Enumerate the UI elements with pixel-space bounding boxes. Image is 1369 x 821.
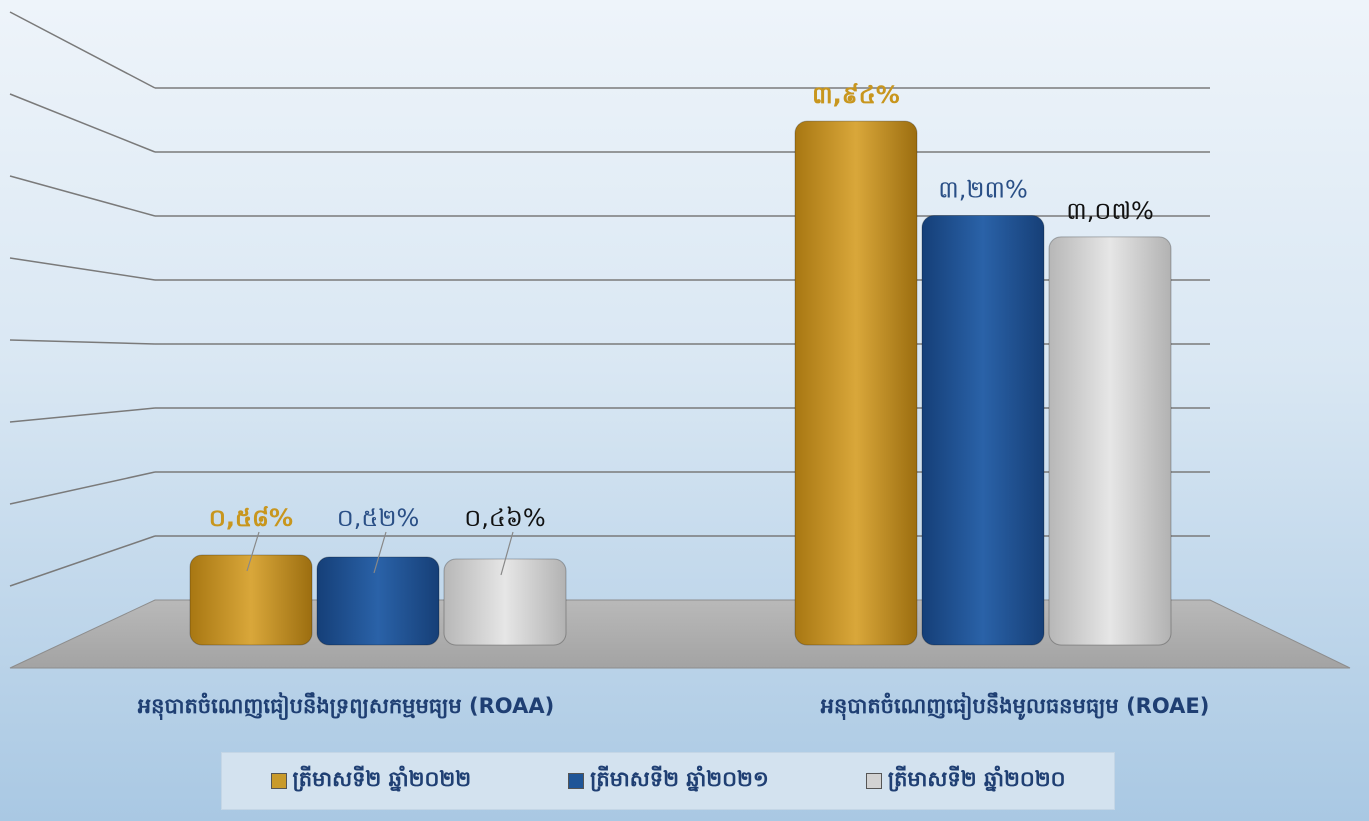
gridline-side	[9, 339, 156, 345]
bar-gray-0	[443, 558, 567, 646]
bars	[189, 120, 1172, 646]
data-label-gray-0: ០,៤៦%	[464, 504, 545, 532]
gridline-side	[9, 257, 156, 281]
leader-line	[500, 531, 514, 576]
legend-swatch-gold	[270, 773, 287, 789]
legend-item: ត្រីមាសទី២ ឆ្នាំ២០២២	[270, 766, 472, 797]
bar-gray-1	[1048, 236, 1172, 646]
gridline-side	[9, 175, 156, 217]
data-label-gold-1: ៣,៩៤%	[812, 81, 900, 109]
legend-item: ត្រីមាសទី២ ឆ្នាំ២០២១	[568, 766, 769, 797]
value-labels: ០,៥៨% ០,៥២% ០,៤៦% ៣,៩៤% ៣,២៣% ៣,០៧%	[209, 81, 1154, 576]
gridline-side	[9, 11, 156, 89]
legend: ត្រីមាសទី២ ឆ្នាំ២០២២ ត្រីមាសទី២ ឆ្នាំ២០២…	[221, 752, 1115, 810]
category-label-roaa: អនុបាតចំណេញធៀបនឹងទ្រព្យសកម្មមធ្យម (ROAA)	[138, 692, 554, 721]
data-label-blue-0: ០,៥២%	[337, 504, 420, 532]
bar-blue-0	[316, 556, 440, 646]
legend-label: ត្រីមាសទី២ ឆ្នាំ២០២២	[292, 766, 472, 791]
legend-label: ត្រីមាសទី២ ឆ្នាំ២០២១	[590, 766, 769, 791]
data-label-gold-0: ០,៥៨%	[209, 504, 293, 532]
data-label-gray-1: ៣,០៧%	[1066, 197, 1154, 225]
legend-swatch-blue	[568, 773, 585, 789]
bar-gold-1	[794, 120, 918, 646]
leader-line	[246, 531, 260, 572]
gridline-side	[9, 535, 156, 587]
bar-blue-1	[921, 215, 1045, 646]
legend-item: ត្រីមាសទី២ ឆ្នាំ២០២០	[865, 766, 1066, 797]
gridline-side	[9, 93, 156, 153]
bar-gold-0	[189, 554, 313, 646]
gridline-side	[9, 471, 156, 505]
leader-line	[373, 531, 387, 574]
legend-swatch-gray	[865, 773, 882, 789]
gridline-side	[9, 407, 156, 423]
category-label-roae: អនុបាតចំណេញធៀបនឹងមូលធនមធ្យម (ROAE)	[821, 692, 1210, 721]
gridlines	[9, 11, 1210, 587]
legend-label: ត្រីមាសទី២ ឆ្នាំ២០២០	[887, 766, 1066, 791]
data-label-blue-1: ៣,២៣%	[938, 176, 1028, 204]
